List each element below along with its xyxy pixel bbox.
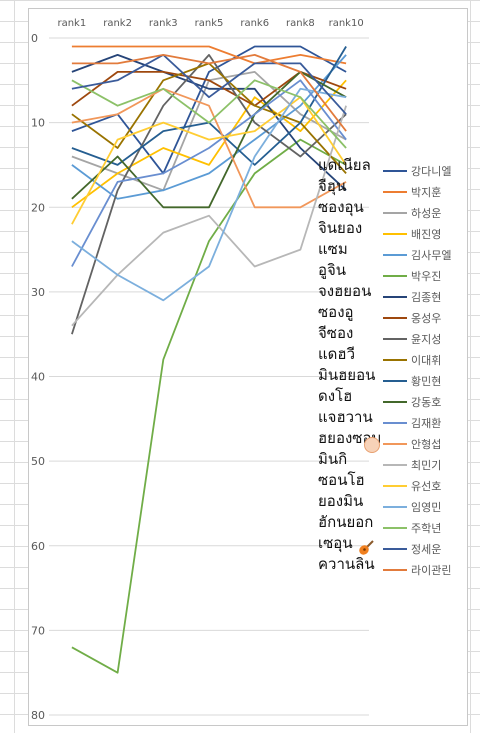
legend-swatch [383,527,407,529]
legend-label: 라이관린 [411,564,452,577]
y-tick-label: 50 [31,455,45,468]
legend-swatch [383,338,407,340]
legend-label: 김사무엘 [411,249,452,262]
overlay-name: อูจิน [318,261,347,279]
y-axis-ticks: 0 10 20 30 40 50 60 70 80 [31,32,45,722]
overlay-name: ฮักนยอก [318,513,374,531]
series-line [71,54,347,191]
series-lines [71,45,347,674]
legend-swatch [383,485,407,487]
overlay-name: ยองมิน [318,492,364,510]
overlay-name: ซอนโฮ [318,471,365,489]
overlay-name: แซม [318,240,348,258]
series-line [71,87,347,209]
legend-swatch [383,212,407,214]
x-tick-label: rank6 [240,18,269,29]
legend-swatch [383,296,407,298]
legend-swatch [383,170,407,172]
overlay-name: ซองอุน [318,198,364,216]
legend-swatch [383,191,407,193]
series-line [71,87,347,302]
legend-label: 윤지성 [411,333,442,346]
series-line [71,79,347,267]
overlay-name: จินยอง [318,219,363,237]
overlay-name: แจฮวาน [318,408,373,426]
legend-label: 이대휘 [411,354,442,367]
legend-label: 최민기 [411,459,442,472]
y-tick-label: 30 [31,286,45,299]
legend-label: 황민현 [411,375,442,388]
legend-swatch [383,275,407,277]
legend-label: 김재환 [411,417,442,430]
y-tick-label: 70 [31,624,45,637]
y-tick-label: 80 [31,709,45,722]
overlay-name: จีฮุน [318,177,347,195]
legend-swatch [383,464,407,466]
legend-swatch [383,401,407,403]
legend-swatch [383,443,407,445]
fox-face-icon [364,437,380,453]
x-tick-label: rank1 [57,18,86,29]
overlay-name: ดงโฮ [318,387,353,405]
series-line [71,45,347,65]
overlay-name: มินฮยอน [318,366,376,384]
series-line [71,138,347,674]
legend-label: 배진영 [411,228,442,241]
y-tick-label: 20 [31,201,45,214]
x-tick-label: rank5 [195,18,224,29]
legend-swatch [383,317,407,319]
guitar-icon [358,540,374,556]
overlay-name: แดเนียล [318,156,371,174]
y-tick-label: 0 [31,32,38,45]
y-tick-label: 10 [31,117,45,130]
legend-swatch [383,359,407,361]
series-line [71,54,347,132]
overlay-name: ควานลิน [318,555,375,573]
legend-label: 김종현 [411,291,442,304]
legend-label: 임영민 [411,501,442,514]
overlay-name: แดฮวี [318,345,355,363]
overlay-name: จีซอง [318,324,354,342]
overlay-name: จงฮยอน [318,282,372,300]
legend-label: 하성운 [411,207,442,220]
series-line [71,54,347,115]
legend-label: 주학년 [411,522,442,535]
x-tick-label: rank2 [103,18,132,29]
series-line [71,79,347,149]
overlay-name: มินกิ [318,450,348,468]
series-line [71,54,347,335]
series-line [71,79,347,209]
legend-label: 유선호 [411,480,442,493]
x-tick-label: rank8 [286,18,315,29]
series-line [71,45,347,175]
overlay-name: เซอุน [318,534,353,552]
series-line [71,54,347,200]
guitar-icon-shape [359,540,374,555]
legend-label: 강다니엘 [411,165,452,178]
legend-label: 박지훈 [411,186,442,199]
legend-swatch [383,254,407,256]
y-tick-label: 40 [31,371,45,384]
legend-swatch [383,506,407,508]
chart-frame: 0 10 20 30 40 50 60 70 80 rank1 rank2 rank3 rank5 ra… [28,8,468,726]
legend-label: 강동호 [411,396,442,409]
legend-label: 정세운 [411,543,442,556]
overlay-name: ซองอู [318,303,354,321]
legend-swatch [383,569,407,571]
legend-swatch [383,233,407,235]
legend-label: 옹성우 [411,312,442,325]
x-axis-ticks: rank1 rank2 rank3 rank5 rank6 rank8 rank10 [57,18,363,29]
legend-label: 안형섭 [411,438,442,451]
legend-label: 박우진 [411,270,442,283]
y-tick-label: 60 [31,540,45,553]
x-tick-label: rank3 [149,18,178,29]
legend-swatch [383,422,407,424]
legend-swatch [383,380,407,382]
x-tick-label: rank10 [329,18,364,29]
legend-swatch [383,548,407,550]
